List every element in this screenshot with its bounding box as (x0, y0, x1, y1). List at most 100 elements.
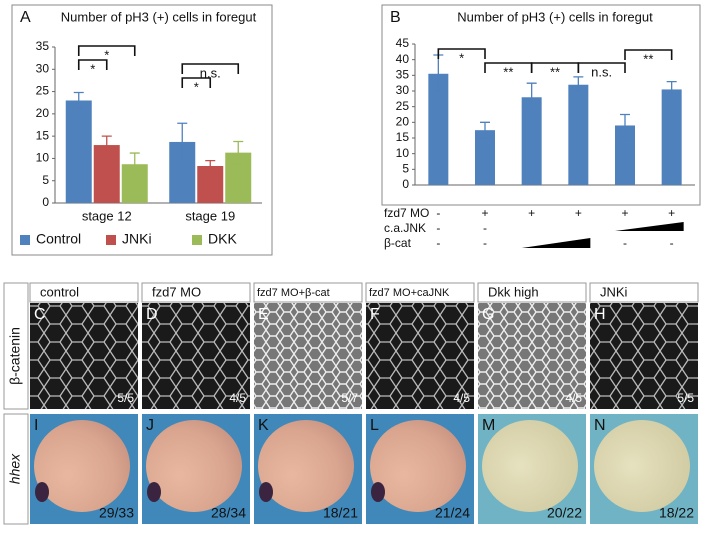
row-label-box (3, 413, 29, 525)
panel-header-box (141, 282, 251, 303)
embryo (482, 420, 578, 512)
panel-count: 4/5 (565, 391, 582, 405)
panel-count: 18/21 (323, 505, 358, 521)
panel-count: 4/5 (229, 391, 246, 405)
y-tick-label: 35 (396, 68, 410, 82)
y-tick-label: 40 (396, 52, 410, 66)
significance-bracket (437, 48, 486, 59)
bar (65, 100, 92, 203)
chart-title: Number of pH3 (+) cells in foregut (457, 9, 653, 24)
significance-label: * (459, 50, 464, 65)
panel-letter: E (258, 306, 269, 323)
panel-header-box (253, 282, 363, 303)
condition-cell: - (483, 236, 487, 250)
panel-count: 21/24 (435, 505, 470, 521)
error-bar (573, 76, 584, 94)
panel-letter: F (370, 306, 380, 323)
panel-letter: J (146, 417, 154, 434)
panel-letter: I (34, 417, 38, 434)
y-tick-label: 0 (402, 177, 409, 191)
panel-letter: N (594, 417, 606, 434)
error-bar (233, 140, 244, 165)
legend-label: DKK (208, 231, 237, 247)
panel-header: JNKi (600, 284, 628, 299)
embryo (146, 420, 242, 512)
y-tick-label: 10 (396, 146, 410, 160)
y-tick-label: 0 (42, 195, 49, 209)
error-bar (177, 122, 188, 162)
panel-letter: C (34, 306, 46, 323)
bar (521, 97, 542, 185)
panel-header: Dkk high (488, 284, 539, 299)
micrograph (254, 303, 362, 409)
significance-label: ** (503, 64, 513, 79)
row-label: hhex (7, 453, 23, 484)
error-bar (666, 80, 677, 98)
panel-count: 5/5 (117, 391, 134, 405)
embryo (370, 420, 466, 512)
row-label-box (3, 282, 29, 410)
condition-label: fzd7 MO (384, 206, 429, 220)
panel-count: 29/33 (99, 505, 134, 521)
legend-swatch (192, 235, 202, 245)
panel-letter: G (482, 306, 494, 323)
bar (615, 125, 635, 185)
error-bar (129, 152, 140, 177)
error-bar (526, 82, 537, 113)
condition-cell: + (528, 206, 535, 220)
significance-bracket (77, 59, 108, 70)
condition-label: β-cat (384, 236, 412, 250)
panel-header: fzd7 MO+β-cat (257, 287, 330, 299)
micrograph (590, 303, 698, 409)
hhex-stain (371, 482, 385, 502)
significance-bracket (77, 45, 136, 56)
x-tick-label: stage 12 (82, 208, 132, 223)
bar (93, 145, 120, 203)
y-tick-label: 20 (396, 115, 410, 129)
error-bar (73, 91, 84, 110)
panel-header-box (477, 282, 587, 303)
condition-cell: + (575, 206, 582, 220)
hhex-stain (35, 482, 49, 502)
condition-cell: - (436, 221, 440, 235)
legend-swatch (106, 235, 116, 245)
condition-cell: - (670, 236, 674, 250)
panel-letter: L (370, 417, 379, 434)
significance-label: ** (643, 51, 653, 66)
panel-letter: K (258, 417, 269, 434)
significance-bracket (577, 62, 626, 73)
gradient-wedge (521, 238, 591, 248)
condition-label: c.a.JNK (384, 221, 426, 235)
panel-letter: H (594, 306, 606, 323)
y-tick-label: 5 (42, 173, 49, 187)
significance-bracket (624, 49, 673, 60)
significance-label: * (194, 79, 199, 94)
error-bar (205, 160, 216, 173)
chart-title: Number of pH3 (+) cells in foregut (61, 9, 257, 24)
y-tick-label: 15 (36, 128, 50, 142)
bar (475, 130, 495, 185)
gradient-wedge (615, 222, 684, 231)
panel-letter: D (146, 306, 158, 323)
error-bar (620, 113, 630, 138)
condition-cell: + (481, 206, 488, 220)
micrograph (478, 303, 586, 409)
panel-a-frame (11, 4, 273, 256)
bar (661, 89, 682, 185)
panel-header-box (29, 282, 139, 303)
panel-letter: M (482, 417, 495, 434)
panel-b-frame (381, 4, 701, 206)
row-label: β-catenin (7, 327, 23, 385)
panel-letter: A (20, 9, 31, 26)
condition-cell: - (483, 221, 487, 235)
embryo (34, 420, 130, 512)
bar (568, 84, 589, 185)
significance-label: * (104, 47, 109, 62)
legend-label: JNKi (122, 231, 152, 247)
significance-bracket (181, 77, 212, 88)
condition-cell: - (436, 236, 440, 250)
significance-bracket (181, 63, 240, 74)
condition-cell: + (621, 206, 628, 220)
condition-cell: + (668, 206, 675, 220)
